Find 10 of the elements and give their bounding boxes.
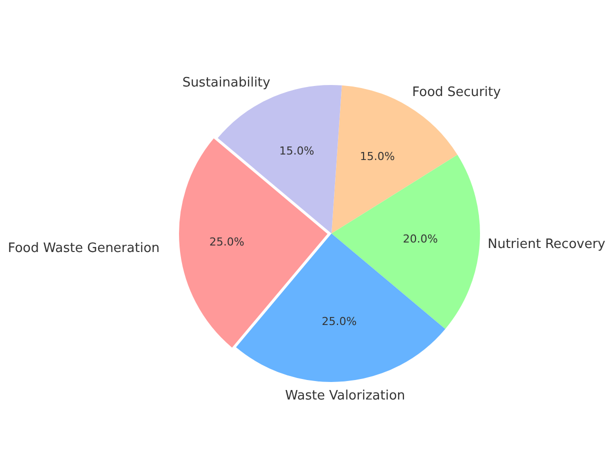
slice-label: Nutrient Recovery — [488, 236, 606, 252]
slice-label: Food Waste Generation — [8, 240, 160, 256]
data-label: 25.0% — [209, 236, 244, 249]
slice-label: Waste Valorization — [285, 388, 406, 404]
data-label: 15.0% — [279, 144, 314, 158]
slice-label: Food Security — [412, 85, 502, 100]
data-label: 15.0% — [360, 150, 395, 163]
data-label: 25.0% — [322, 315, 357, 328]
slice-label: Sustainability — [182, 75, 271, 90]
data-label: 20.0% — [402, 232, 438, 246]
